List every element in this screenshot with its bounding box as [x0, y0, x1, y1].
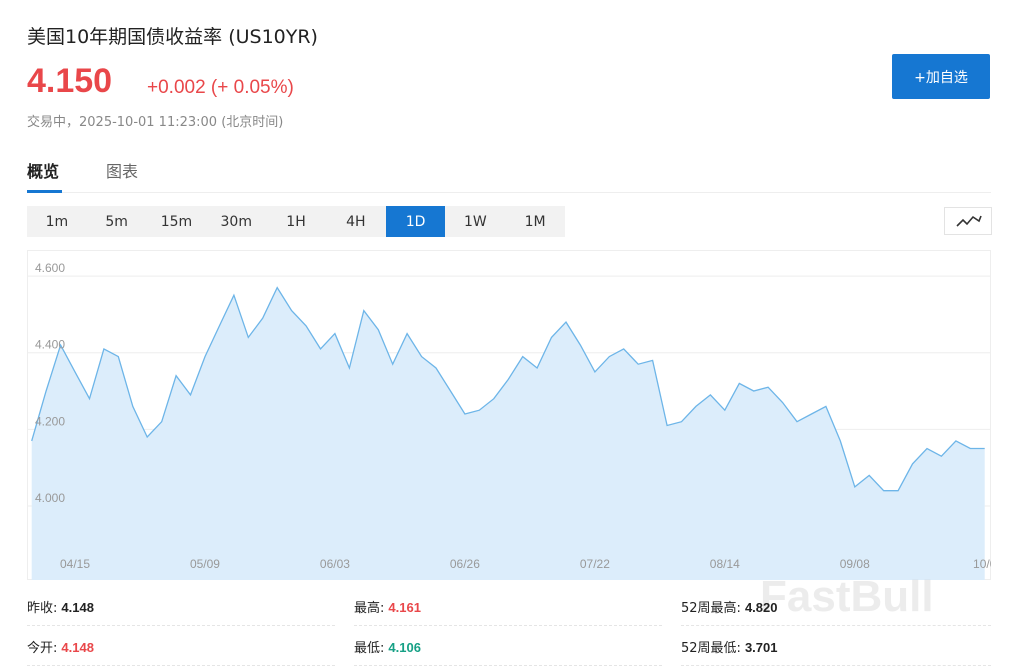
separator	[354, 665, 662, 667]
tab[interactable]: 概览	[27, 162, 60, 181]
range-bar: 1m 5m 15m 30m 1H 4H 1D 1W 1M	[27, 206, 565, 237]
x-tick-label: 06/26	[450, 557, 480, 571]
range-button[interactable]: 4H	[346, 213, 366, 230]
stat-value: 3.701	[744, 640, 778, 655]
stat: 最高: 4.161	[354, 597, 421, 616]
line	[31, 286, 985, 492]
range-button[interactable]: 1m	[45, 213, 69, 230]
separator	[681, 665, 991, 667]
stat-label: 今开:	[27, 641, 58, 656]
stat-value: 4.148	[61, 600, 94, 615]
chart: 4.000 4.200 4.400 4.600 04/15 05/09 06/03 06/26…	[27, 250, 991, 580]
range-button[interactable]: 30m	[220, 213, 252, 230]
stat: 52周最低: 3.701	[681, 637, 777, 656]
title-text: 美国10年期国债收益率	[27, 26, 223, 48]
separator	[681, 625, 991, 627]
stat-value: 4.820	[744, 600, 778, 615]
stat-label: 52周最低:	[681, 641, 741, 656]
title: 美国10年期国债收益率 (US10YR)	[27, 22, 318, 49]
separator	[27, 625, 335, 627]
icon	[956, 215, 982, 227]
stat-label: 最低:	[354, 641, 385, 656]
range-button[interactable]: 1D	[385, 206, 446, 237]
change: +0.002 (+ 0.05%)	[147, 77, 294, 98]
x-tick-label: 10/0	[973, 557, 991, 571]
stat: 今开: 4.148	[27, 637, 94, 656]
range-button[interactable]: 5m	[105, 213, 128, 230]
x-tick-label: 04/15	[60, 557, 90, 571]
range-button[interactable]: 15m	[160, 213, 193, 230]
add-watchlist-button[interactable]: +加自选	[892, 54, 990, 99]
stat-value: 4.148	[61, 640, 94, 655]
x-tick-label: 05/09	[190, 557, 220, 571]
stat: 最低: 4.106	[354, 637, 421, 656]
x-tick-label: 06/03	[320, 557, 350, 571]
symbol: (US10YR)	[228, 26, 318, 48]
stat-label: 52周最高:	[681, 601, 741, 616]
y-tick-label: 4.600	[35, 261, 65, 275]
tab-indicator	[27, 190, 62, 193]
range-button[interactable]: 1M	[524, 213, 546, 230]
price: 4.150	[27, 62, 113, 100]
chart-style-toggle[interactable]	[944, 207, 992, 235]
x-tick-label: 08/14	[710, 557, 740, 571]
y-tick-label: 4.000	[35, 491, 65, 505]
status: 交易中，2025-10-01 11:23:00 (北京时间)	[27, 115, 284, 130]
x-tick-label: 07/22	[580, 557, 610, 571]
range-button[interactable]: 1H	[286, 213, 306, 230]
watermark: FastBull	[760, 572, 934, 621]
separator	[354, 625, 662, 627]
separator	[27, 665, 335, 667]
range-button[interactable]: 1W	[463, 213, 487, 230]
stat: 52周最高: 4.820	[681, 597, 777, 616]
stat-label: 最高:	[354, 601, 385, 616]
y-tick-label: 4.400	[35, 338, 65, 352]
stat-value: 4.161	[388, 600, 421, 615]
stat-value: 4.106	[388, 640, 421, 655]
y-tick-label: 4.200	[35, 414, 65, 428]
area	[31, 287, 985, 580]
stat-label: 昨收:	[27, 601, 58, 616]
divider	[27, 192, 991, 193]
x-tick-label: 09/08	[840, 557, 870, 571]
tab[interactable]: 图表	[106, 162, 139, 181]
stat: 昨收: 4.148	[27, 597, 94, 616]
